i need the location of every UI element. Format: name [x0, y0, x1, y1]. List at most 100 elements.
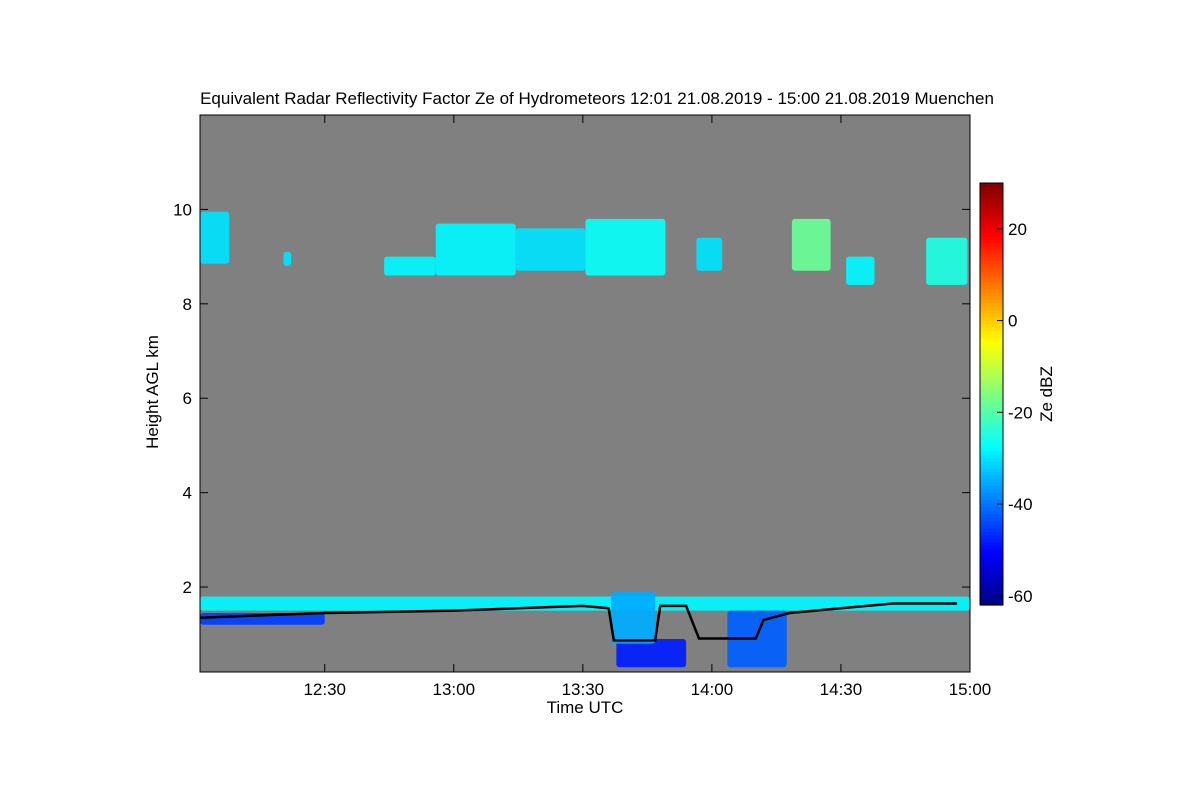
- colorbar-segment: [980, 467, 1003, 472]
- colorbar-segment: [980, 337, 1003, 342]
- chart-title: Equivalent Radar Reflectivity Factor Ze …: [200, 89, 994, 108]
- colorbar-segment: [980, 288, 1003, 293]
- colorbar-segment: [980, 559, 1003, 564]
- colorbar-segment: [980, 369, 1003, 374]
- colorbar-segment: [980, 239, 1003, 244]
- echo: [435, 223, 516, 276]
- x-tick-label: 13:00: [433, 680, 476, 699]
- colorbar-segment: [980, 379, 1003, 385]
- colorbar-segment: [980, 446, 1003, 451]
- colorbar-segment: [980, 334, 1003, 339]
- colorbar-segment: [980, 225, 1003, 230]
- colorbar-segment: [980, 218, 1003, 223]
- colorbar-segment: [980, 362, 1003, 367]
- colorbar-segment: [980, 295, 1003, 300]
- colorbar-segment: [980, 193, 1003, 198]
- colorbar-segment: [980, 397, 1003, 402]
- colorbar-segment: [980, 555, 1003, 560]
- colorbar-segment: [980, 478, 1003, 483]
- colorbar-segment: [980, 436, 1003, 441]
- colorbar-segment: [980, 573, 1003, 578]
- colorbar-segment: [980, 597, 1003, 603]
- colorbar-segment: [980, 450, 1003, 455]
- colorbar-segment: [980, 316, 1003, 321]
- colorbar-segment: [980, 531, 1003, 536]
- colorbar-segment: [980, 457, 1003, 462]
- colorbar-segment: [980, 460, 1003, 465]
- colorbar-segment: [980, 517, 1003, 522]
- colorbar-segment: [980, 348, 1003, 353]
- plot-background: [200, 115, 970, 672]
- echo: [791, 218, 831, 271]
- colorbar-segment: [980, 214, 1003, 219]
- colorbar-segment: [980, 256, 1003, 261]
- colorbar-segment: [980, 510, 1003, 515]
- colorbar-segment: [980, 464, 1003, 469]
- colorbar-segment: [980, 313, 1003, 318]
- colorbar-segment: [980, 594, 1003, 599]
- colorbar-tick-label: 0: [1008, 312, 1017, 331]
- x-tick-label: 13:30: [562, 680, 605, 699]
- y-tick-label: 10: [173, 200, 192, 219]
- x-tick-label: 14:30: [820, 680, 863, 699]
- colorbar-segment: [980, 527, 1003, 532]
- colorbar-segment: [980, 211, 1003, 216]
- colorbar-segment: [980, 587, 1003, 592]
- colorbar-segment: [980, 242, 1003, 247]
- colorbar-segment: [980, 401, 1003, 406]
- colorbar-segment: [980, 323, 1003, 328]
- colorbar-segment: [980, 200, 1003, 205]
- colorbar-segment: [980, 583, 1003, 589]
- colorbar-segment: [980, 383, 1003, 388]
- colorbar-segment: [980, 197, 1003, 202]
- colorbar-segment: [980, 302, 1003, 307]
- colorbar-segment: [980, 344, 1003, 349]
- colorbar-segment: [980, 580, 1003, 585]
- colorbar-segment: [980, 432, 1003, 437]
- echo: [585, 218, 666, 276]
- colorbar-segment: [980, 320, 1003, 325]
- colorbar-segment: [980, 277, 1003, 283]
- echo: [200, 211, 230, 264]
- colorbar-segment: [980, 358, 1003, 363]
- colorbar-segment: [980, 439, 1003, 444]
- colorbar-segment: [980, 520, 1003, 525]
- colorbar-segment: [980, 503, 1003, 508]
- colorbar-segment: [980, 309, 1003, 314]
- colorbar-segment: [980, 183, 1003, 188]
- colorbar-segment: [980, 411, 1003, 416]
- colorbar-segment: [980, 390, 1003, 395]
- echo: [926, 237, 968, 285]
- colorbar-segment: [980, 394, 1003, 399]
- echo: [384, 256, 436, 276]
- x-tick-label: 14:00: [691, 680, 734, 699]
- colorbar-segment: [980, 415, 1003, 420]
- colorbar-segment: [980, 235, 1003, 240]
- colorbar-segment: [980, 204, 1003, 209]
- colorbar-segment: [980, 249, 1003, 254]
- colorbar-segment: [980, 327, 1003, 332]
- colorbar-segment: [980, 253, 1003, 258]
- colorbar-segment: [980, 386, 1003, 392]
- colorbar-segment: [980, 355, 1003, 360]
- colorbar-segment: [980, 376, 1003, 381]
- colorbar-segment: [980, 246, 1003, 251]
- colorbar-segment: [980, 499, 1003, 504]
- colorbar-segment: [980, 372, 1003, 378]
- echo: [846, 256, 875, 285]
- colorbar-segment: [980, 299, 1003, 304]
- echo: [283, 251, 292, 267]
- colorbar-segment: [980, 228, 1003, 233]
- y-tick-label: 6: [183, 389, 192, 408]
- colorbar-segment: [980, 306, 1003, 311]
- colorbar-segment: [980, 330, 1003, 335]
- colorbar-segment: [980, 495, 1003, 501]
- colorbar-segment: [980, 513, 1003, 518]
- colorbar-segment: [980, 541, 1003, 546]
- colorbar-segment: [980, 281, 1003, 286]
- colorbar-segment: [980, 341, 1003, 346]
- colorbar-segment: [980, 429, 1003, 434]
- colorbar-segment: [980, 485, 1003, 490]
- colorbar-segment: [980, 207, 1003, 212]
- colorbar-segment: [980, 601, 1003, 606]
